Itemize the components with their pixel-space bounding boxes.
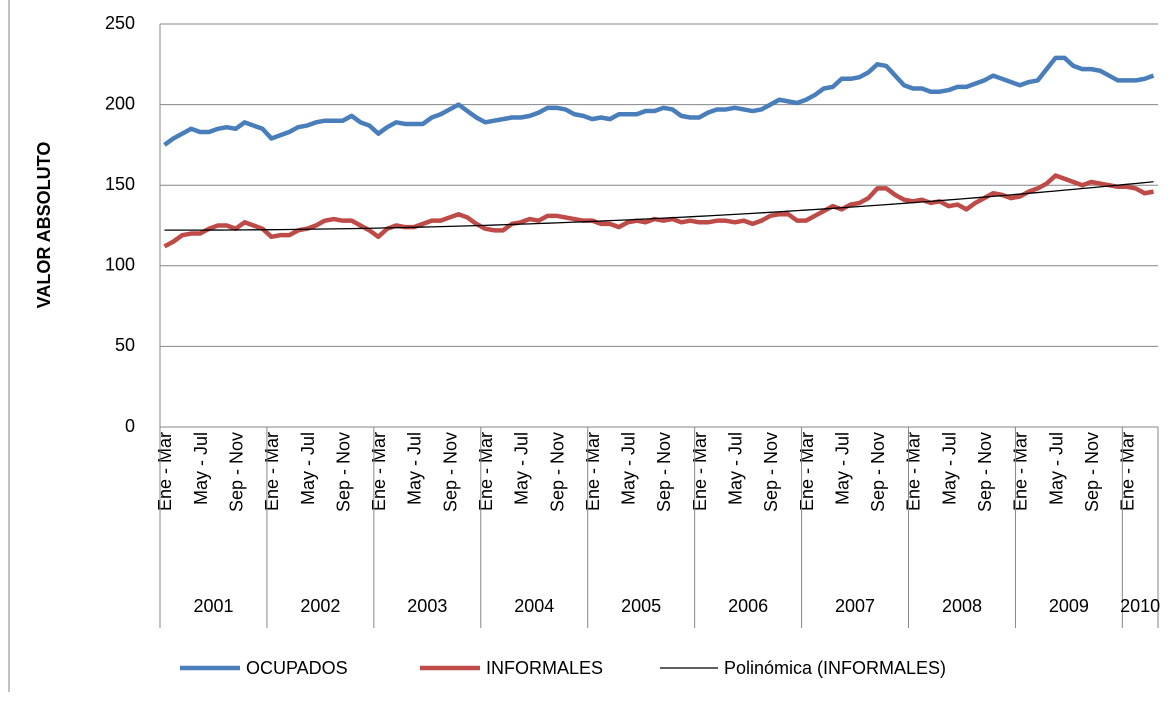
x-tick-label: Ene - Mar xyxy=(369,432,389,511)
y-tick-label: 200 xyxy=(105,93,135,113)
x-tick-label: Ene - Mar xyxy=(690,432,710,511)
x-tick-label: May - Jul xyxy=(832,432,852,505)
x-tick-label: Ene - Mar xyxy=(904,432,924,511)
legend-label: INFORMALES xyxy=(486,658,603,678)
x-tick-label: May - Jul xyxy=(939,432,959,505)
x-tick-label: May - Jul xyxy=(1046,432,1066,505)
year-label: 2008 xyxy=(942,596,982,616)
y-tick-label: 100 xyxy=(105,255,135,275)
x-tick-label: Ene - Mar xyxy=(583,432,603,511)
x-tick-label: Sep - Nov xyxy=(761,432,781,512)
year-label: 2007 xyxy=(835,596,875,616)
x-tick-label: May - Jul xyxy=(405,432,425,505)
x-tick-label: Sep - Nov xyxy=(333,432,353,512)
year-label: 2009 xyxy=(1049,596,1089,616)
year-label: 2001 xyxy=(193,596,233,616)
series-line xyxy=(163,173,1154,249)
y-tick-label: 50 xyxy=(115,335,135,355)
x-tick-label: Ene - Mar xyxy=(476,432,496,511)
x-tick-label: May - Jul xyxy=(512,432,532,505)
x-tick-label: Ene - Mar xyxy=(262,432,282,511)
x-tick-label: Sep - Nov xyxy=(226,432,246,512)
x-tick-label: Sep - Nov xyxy=(868,432,888,512)
y-tick-label: 0 xyxy=(125,416,135,436)
x-tick-label: Sep - Nov xyxy=(1082,432,1102,512)
legend-label: OCUPADOS xyxy=(246,658,348,678)
year-label: 2006 xyxy=(728,596,768,616)
x-tick-label: Ene - Mar xyxy=(1118,432,1138,511)
x-tick-label: May - Jul xyxy=(725,432,745,505)
x-tick-label: Sep - Nov xyxy=(440,432,460,512)
year-label: 2010 xyxy=(1120,596,1160,616)
x-tick-label: Sep - Nov xyxy=(547,432,567,512)
year-label: 2005 xyxy=(621,596,661,616)
x-tick-label: May - Jul xyxy=(298,432,318,505)
x-tick-label: May - Jul xyxy=(619,432,639,505)
y-axis-title: VALOR ABSOLUTO xyxy=(34,142,54,309)
y-tick-label: 250 xyxy=(105,13,135,33)
year-label: 2003 xyxy=(407,596,447,616)
x-tick-label: Sep - Nov xyxy=(975,432,995,512)
x-tick-label: May - Jul xyxy=(191,432,211,505)
year-label: 2002 xyxy=(300,596,340,616)
x-tick-label: Ene - Mar xyxy=(155,432,175,511)
series-line xyxy=(163,55,1155,147)
x-tick-label: Ene - Mar xyxy=(797,432,817,511)
y-tick-label: 150 xyxy=(105,174,135,194)
legend-label: Polinómica (INFORMALES) xyxy=(724,658,946,678)
year-label: 2004 xyxy=(514,596,554,616)
x-tick-label: Sep - Nov xyxy=(654,432,674,512)
trend-line xyxy=(164,181,1154,231)
x-tick-label: Ene - Mar xyxy=(1011,432,1031,511)
